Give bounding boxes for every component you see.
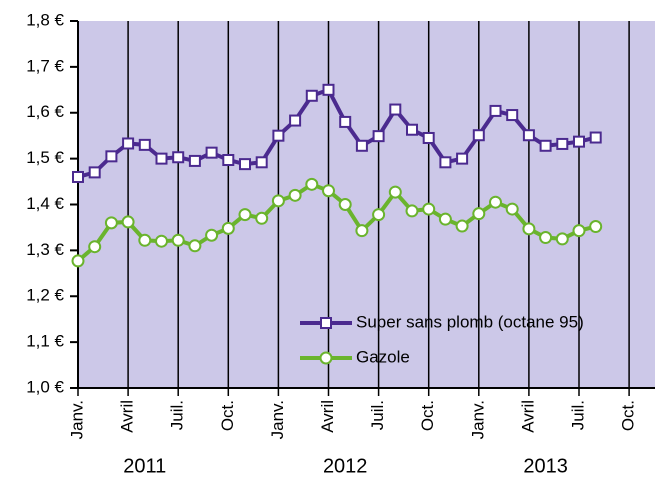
marker (572, 224, 586, 238)
x-tick-label: Oct. (418, 400, 437, 431)
marker (138, 233, 152, 247)
marker (405, 204, 419, 218)
marker (288, 188, 302, 202)
marker (522, 129, 535, 142)
marker (489, 195, 502, 209)
y-tick-label: 1,6 € (26, 102, 64, 121)
marker (272, 129, 285, 142)
marker (455, 219, 469, 233)
legend-marker (320, 317, 332, 329)
x-group-label: 2012 (323, 455, 368, 477)
y-tick-label: 1,5 € (26, 148, 64, 167)
marker (506, 109, 519, 122)
marker (489, 104, 502, 117)
x-tick-label: Janv. (268, 400, 287, 439)
marker (255, 211, 269, 225)
marker (255, 156, 268, 169)
x-tick-label: Juil. (168, 400, 187, 430)
marker (438, 212, 452, 226)
marker (556, 137, 569, 150)
marker (138, 138, 151, 151)
marker (71, 254, 85, 268)
x-tick-label: Avril (318, 400, 337, 433)
y-tick-label: 1,4 € (26, 194, 64, 213)
marker (388, 185, 402, 199)
marker (522, 222, 536, 236)
marker (188, 239, 202, 253)
y-tick-label: 1,3 € (26, 240, 64, 259)
marker (239, 158, 251, 171)
marker (339, 115, 352, 128)
marker (121, 215, 135, 229)
marker (422, 131, 435, 144)
marker (305, 89, 318, 102)
marker (573, 135, 585, 148)
marker (589, 131, 602, 144)
marker (472, 207, 486, 221)
legend-label: Super sans plomb (octane 95) (356, 312, 584, 331)
marker (88, 240, 102, 254)
marker (589, 220, 603, 234)
y-tick-label: 1,0 € (26, 377, 64, 396)
marker (355, 139, 368, 152)
marker (539, 231, 553, 245)
marker (104, 216, 118, 230)
y-tick-label: 1,7 € (26, 56, 64, 75)
legend-label: Gazole (356, 347, 410, 366)
y-tick-label: 1,1 € (26, 332, 64, 351)
marker (205, 228, 219, 242)
x-tick-label: Avril (118, 400, 137, 433)
x-tick-label: Juil. (568, 400, 587, 430)
marker (305, 177, 319, 191)
legend-marker (319, 351, 333, 365)
marker (372, 130, 385, 143)
x-group-label: 2011 (123, 455, 166, 477)
marker (188, 154, 201, 167)
marker (172, 151, 185, 164)
marker (155, 234, 168, 248)
plot-area (78, 21, 655, 388)
marker (222, 154, 235, 167)
marker (105, 150, 118, 163)
x-group-label: 2013 (523, 455, 568, 477)
marker (155, 152, 168, 165)
marker (289, 114, 302, 127)
marker (389, 103, 402, 116)
marker (406, 123, 418, 136)
marker (72, 170, 84, 183)
marker (338, 198, 352, 211)
x-tick-label: Oct. (218, 400, 237, 431)
marker (88, 166, 101, 179)
marker (355, 224, 369, 238)
x-tick-label: Avril (518, 400, 537, 433)
marker (439, 156, 452, 169)
y-tick-label: 1,2 € (26, 286, 64, 305)
marker (555, 232, 569, 246)
marker (322, 184, 335, 198)
x-tick-label: Janv. (67, 400, 86, 439)
marker (221, 221, 235, 235)
marker (539, 139, 552, 152)
x-tick-label: Juil. (368, 400, 387, 430)
marker (472, 129, 485, 142)
marker (271, 194, 285, 208)
marker (456, 152, 469, 165)
marker (422, 202, 436, 216)
marker (171, 233, 185, 247)
marker (505, 202, 519, 216)
y-tick-label: 1,8 € (26, 10, 64, 29)
marker (238, 208, 252, 222)
marker (372, 208, 386, 222)
marker (205, 146, 218, 159)
marker (122, 137, 135, 150)
x-tick-label: Janv. (468, 400, 487, 439)
x-tick-label: Oct. (619, 400, 638, 431)
marker (322, 83, 335, 96)
